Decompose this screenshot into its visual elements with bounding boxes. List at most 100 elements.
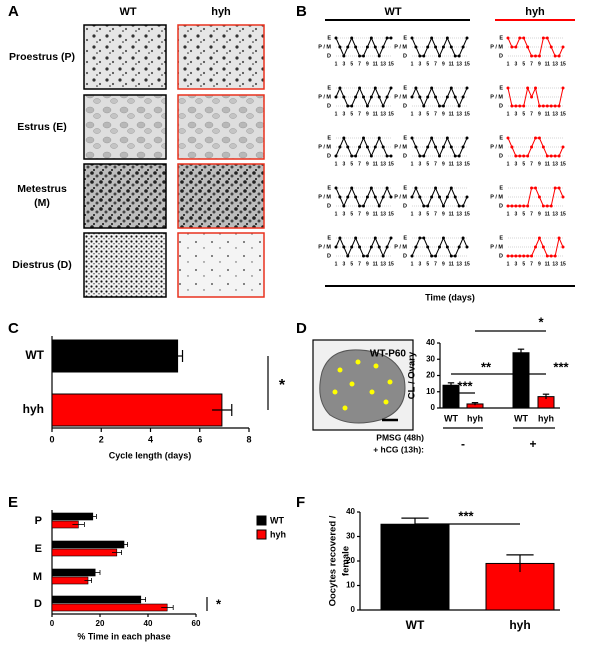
cycle-point xyxy=(465,195,469,199)
x-tick-label: 15 xyxy=(388,161,394,167)
cycle-point xyxy=(430,254,434,258)
y-tick-label: E xyxy=(499,135,503,141)
x-tick-label: 5 xyxy=(426,61,429,67)
x-tick-label: 15 xyxy=(560,161,566,167)
cycle-point xyxy=(561,86,565,90)
cycle-point xyxy=(534,54,537,58)
cycle-point xyxy=(350,186,354,190)
cycle-point xyxy=(457,245,461,249)
y-axis-title: CL / Ovary xyxy=(407,351,418,399)
row-label: Estrus (E) xyxy=(17,121,67,133)
y-tick-label: 40 xyxy=(346,507,355,516)
category-label: M xyxy=(33,571,42,583)
cycle-point xyxy=(545,36,549,40)
x-tick-label: 11 xyxy=(449,261,455,267)
panel-label: B xyxy=(296,3,307,20)
x-tick-label: 3 xyxy=(514,261,517,267)
x-tick-label: 13 xyxy=(456,111,462,117)
cycle-point xyxy=(365,45,369,49)
x-tick-label: 3 xyxy=(418,161,421,167)
x-tick-label: 1 xyxy=(335,161,338,167)
bar xyxy=(51,512,94,521)
cycle-point xyxy=(465,136,469,140)
y-tick-label: P / M xyxy=(394,244,407,250)
cycle-point xyxy=(358,54,362,58)
treatment-label: + hCG (13h): xyxy=(373,444,424,454)
cycle-point xyxy=(346,145,350,149)
x-tick-label: 9 xyxy=(442,111,445,117)
cycle-point xyxy=(537,54,541,58)
cycle-point xyxy=(369,186,373,190)
cycle-point xyxy=(426,204,430,208)
x-tick-label: 5 xyxy=(426,111,429,117)
cycle-point xyxy=(557,154,561,158)
category-label: WT xyxy=(406,618,425,632)
cycle-point xyxy=(369,95,373,99)
cycle-point xyxy=(358,204,362,208)
cycle-point xyxy=(545,104,549,108)
cycle-point xyxy=(445,95,449,99)
cycle-point xyxy=(526,154,530,158)
x-tick-label: 3 xyxy=(514,111,517,117)
cycle-point xyxy=(334,154,338,158)
y-tick-label: 0 xyxy=(351,605,356,614)
cycle-point xyxy=(418,54,422,58)
cycle-point xyxy=(346,104,350,108)
y-axis-title: female xyxy=(341,546,352,576)
cycle-point xyxy=(518,254,522,258)
x-tick-label: 15 xyxy=(560,261,566,267)
cycle-point xyxy=(381,104,385,108)
significance: * xyxy=(538,314,544,329)
x-axis-title: % Time in each phase xyxy=(77,631,170,641)
cycle-point xyxy=(434,95,438,99)
x-tick-label: 11 xyxy=(545,211,551,217)
cycle-point xyxy=(362,95,365,99)
x-tick-label: 13 xyxy=(456,211,462,217)
x-tick-label: 3 xyxy=(514,211,517,217)
cycle-point xyxy=(553,254,557,258)
ovary-section xyxy=(319,349,406,424)
cycle-point xyxy=(506,86,510,90)
x-tick-label: 9 xyxy=(538,61,541,67)
cycle-point xyxy=(418,95,422,99)
x-tick-label: 3 xyxy=(342,111,345,117)
category-label: WT xyxy=(25,348,44,362)
cycle-point xyxy=(354,45,358,49)
y-tick-label: P / M xyxy=(490,144,503,150)
significance: *** xyxy=(553,359,569,374)
cycle-point xyxy=(514,204,518,208)
cycle-point xyxy=(342,245,346,249)
cycle-point xyxy=(438,104,441,108)
cycle-point xyxy=(541,145,545,149)
cycle-point xyxy=(369,154,373,158)
cycle-point xyxy=(457,154,461,158)
y-tick-label: P / M xyxy=(318,194,331,200)
y-tick-label: 30 xyxy=(426,354,435,363)
y-tick-label: D xyxy=(403,103,407,109)
x-tick-label: 7 xyxy=(530,111,533,117)
column-header: hyh xyxy=(211,6,231,18)
panel-label: A xyxy=(8,3,19,20)
category-label: hyh xyxy=(509,618,530,632)
cycle-point xyxy=(510,104,514,108)
cycle-point xyxy=(537,195,541,199)
cycle-point xyxy=(553,54,557,58)
cycle-point xyxy=(553,186,557,190)
cycle-point xyxy=(461,45,465,49)
x-tick-label: 1 xyxy=(335,261,338,267)
column-header: WT xyxy=(119,6,136,18)
cycle-point xyxy=(453,154,457,158)
cycle-point xyxy=(561,45,565,49)
significance: *** xyxy=(458,508,474,523)
cycle-point xyxy=(506,254,510,258)
cycle-point xyxy=(461,95,465,99)
cycle-point xyxy=(522,36,526,40)
cycle-point xyxy=(510,204,514,208)
x-tick-label: 15 xyxy=(560,61,566,67)
cycle-point xyxy=(514,45,518,49)
cycle-point xyxy=(346,195,350,199)
y-tick-label: P / M xyxy=(394,144,407,150)
cycle-point xyxy=(373,236,377,240)
cycle-point xyxy=(534,186,537,190)
cycle-point xyxy=(373,86,377,90)
